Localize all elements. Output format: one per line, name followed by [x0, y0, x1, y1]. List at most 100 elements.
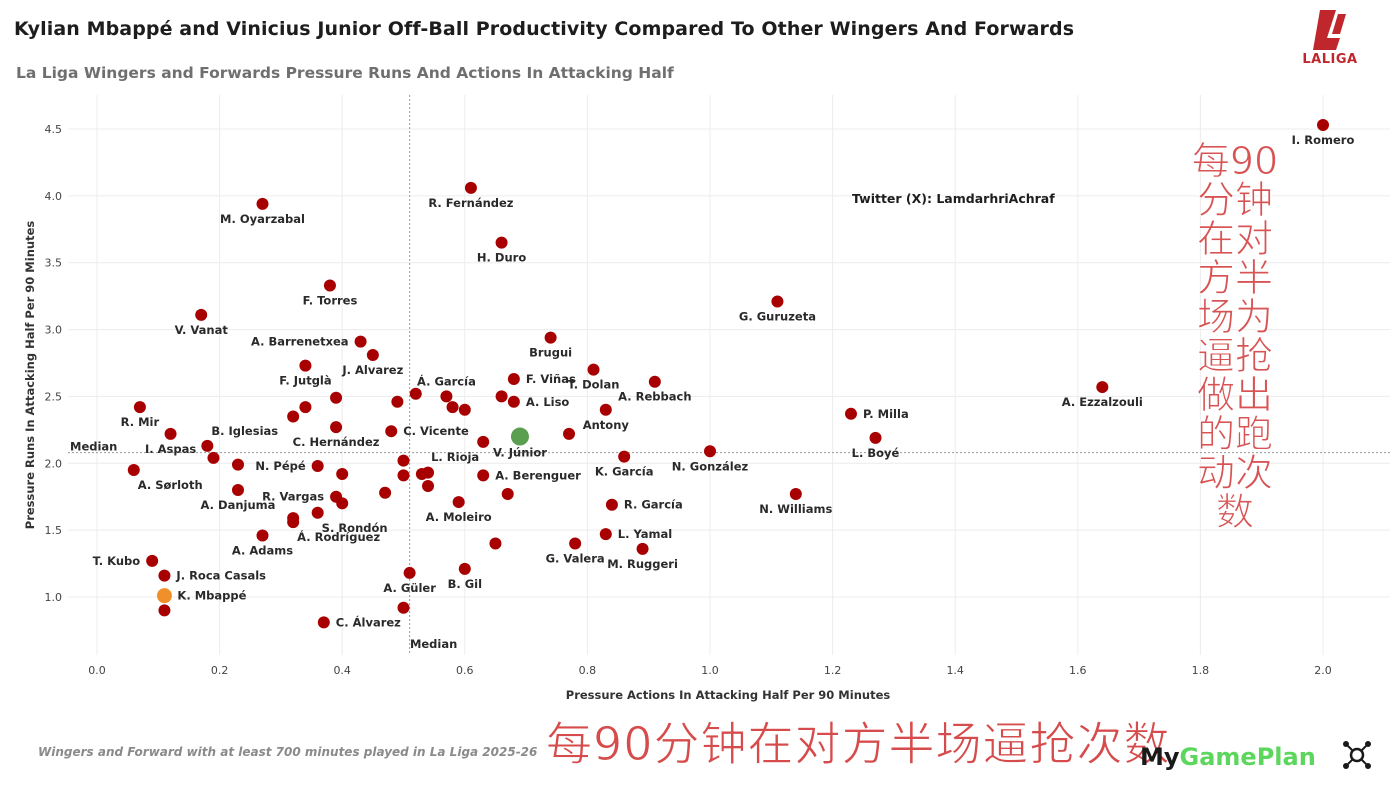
- x-tick-label: 1.8: [1192, 664, 1210, 677]
- data-point: [458, 562, 471, 575]
- watermark-line: 场为: [1196, 295, 1273, 339]
- x-tick-label: 1.4: [946, 664, 964, 677]
- median-x-label: Median: [410, 637, 457, 651]
- data-point: [844, 407, 857, 420]
- y-tick-label: 2.5: [45, 390, 63, 403]
- data-point: [422, 480, 435, 493]
- point-label: C. Vicente: [403, 424, 469, 438]
- chart-subtitle: La Liga Wingers and Forwards Pressure Ru…: [16, 64, 674, 82]
- point-label: V. Júnior: [493, 446, 547, 460]
- data-point: [495, 236, 508, 249]
- data-point: [544, 331, 557, 344]
- point-label: F. Torres: [303, 293, 358, 307]
- point-label: A. Liso: [526, 395, 570, 409]
- point-label: A. Güler: [383, 581, 436, 595]
- x-tick-label: 2.0: [1314, 664, 1332, 677]
- data-point: [507, 395, 520, 408]
- data-point: [458, 403, 471, 416]
- point-label: A. Moleiro: [426, 510, 492, 524]
- data-point: [1096, 381, 1109, 394]
- point-label: I. Aspas: [145, 442, 196, 456]
- point-label: C. Álvarez: [336, 614, 401, 629]
- x-tick-label: 0.0: [88, 664, 106, 677]
- data-point: [201, 439, 214, 452]
- data-point: [477, 469, 490, 482]
- data-point: [477, 435, 490, 448]
- data-point: [391, 395, 404, 408]
- highlighted-point: [510, 427, 529, 446]
- point-label: V. Vanat: [175, 323, 229, 337]
- point-label: A. Barrenetxea: [251, 335, 349, 349]
- data-point: [618, 450, 631, 463]
- point-label: N. Williams: [759, 502, 832, 516]
- y-tick-label: 4.0: [45, 190, 63, 203]
- data-point: [311, 506, 324, 519]
- data-point: [317, 616, 330, 629]
- point-label: A. Rebbach: [618, 390, 691, 404]
- data-point: [287, 410, 300, 423]
- watermark-line: 在对: [1196, 217, 1273, 261]
- highlighted-point: [156, 588, 172, 604]
- y-tick-label: 1.5: [45, 524, 63, 537]
- point-label: T. Kubo: [93, 554, 141, 568]
- data-point: [605, 498, 618, 511]
- point-label: L. Yamal: [618, 527, 672, 541]
- point-label: G. Guruzeta: [739, 309, 816, 323]
- x-tick-label: 0.4: [333, 664, 351, 677]
- data-point: [869, 431, 882, 444]
- point-label: A. Sørloth: [138, 478, 203, 492]
- point-label: Antony: [583, 418, 630, 432]
- watermark-line: 方半: [1196, 256, 1273, 300]
- data-point: [164, 427, 177, 440]
- data-point: [311, 459, 324, 472]
- point-label: R. Fernández: [428, 196, 513, 210]
- data-point: [409, 387, 422, 400]
- point-label: B. Gil: [448, 577, 482, 591]
- data-point: [330, 421, 343, 434]
- watermark-horizontal: 每90分钟在对方半场逼抢次数: [546, 717, 1171, 772]
- point-label: H. Duro: [477, 251, 526, 265]
- x-tick-label: 0.8: [579, 664, 597, 677]
- watermark-line: 数: [1215, 490, 1254, 534]
- brand-my: My: [1140, 743, 1180, 771]
- point-label: F. Jutglà: [279, 374, 331, 388]
- watermark-line: 动次: [1196, 451, 1273, 495]
- point-label: Á. García: [417, 373, 476, 388]
- data-point: [354, 335, 367, 348]
- point-label: N. Pépé: [255, 459, 305, 473]
- point-label: A. Danjuma: [201, 498, 276, 512]
- data-point: [403, 566, 416, 579]
- data-point: [397, 601, 410, 614]
- data-point: [415, 467, 428, 480]
- data-point: [489, 537, 502, 550]
- data-point: [789, 488, 802, 501]
- watermark-line: 分钟: [1196, 178, 1273, 222]
- brand-logo: MyGamePlan: [1140, 743, 1316, 771]
- point-label: L. Rioja: [431, 450, 479, 464]
- footnote: Wingers and Forward with at least 700 mi…: [38, 745, 538, 759]
- data-point: [464, 181, 477, 194]
- point-label: J. Roca Casals: [175, 569, 266, 583]
- point-label: S. Rondón: [322, 521, 388, 535]
- data-point: [495, 390, 508, 403]
- data-point: [299, 401, 312, 414]
- data-point: [207, 451, 220, 464]
- laliga-logo-text: LALIGA: [1302, 52, 1358, 67]
- data-point: [287, 516, 300, 529]
- watermark-vertical: 每90 分钟 在对 方半 场为 逼抢 做出 的跑 动次 数: [1190, 141, 1280, 534]
- median-y-label: Median: [70, 440, 117, 454]
- x-tick-label: 1.2: [824, 664, 842, 677]
- data-point: [127, 463, 140, 476]
- watermark-line: 的跑: [1196, 412, 1273, 456]
- chart-grid: [68, 95, 1390, 655]
- data-point: [501, 488, 514, 501]
- chart-medians: Median Median: [68, 95, 1390, 655]
- point-label: R. García: [624, 498, 683, 512]
- point-label: M. Oyarzabal: [220, 212, 305, 226]
- data-point: [336, 467, 349, 480]
- point-label: Brugui: [529, 346, 572, 360]
- data-point: [636, 542, 649, 555]
- x-tick-label: 1.6: [1069, 664, 1087, 677]
- point-label: K. García: [595, 465, 654, 479]
- brand-network-icon: [1343, 741, 1371, 769]
